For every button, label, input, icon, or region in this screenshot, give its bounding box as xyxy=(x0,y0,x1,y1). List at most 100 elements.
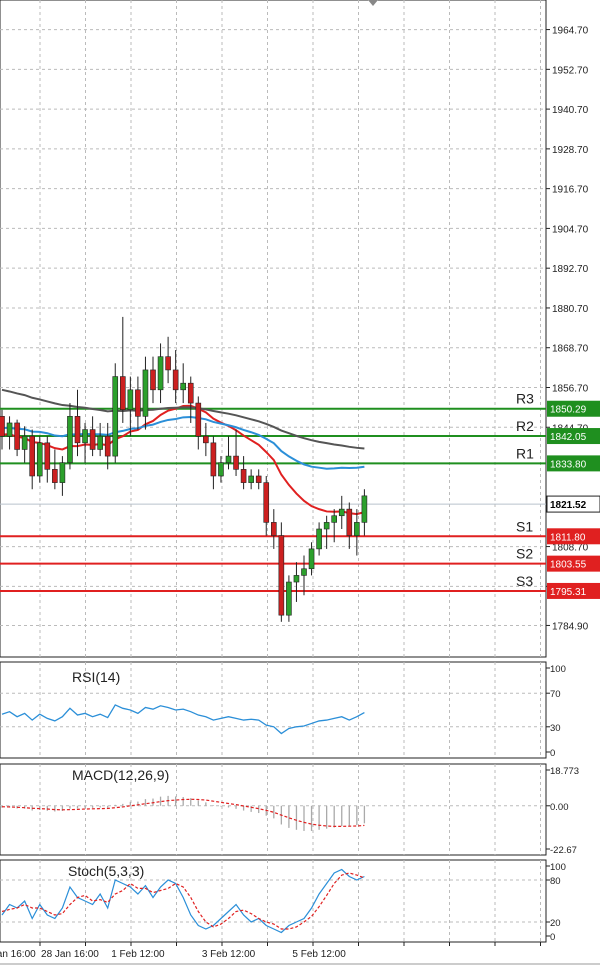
price-tick-label: 1916.70 xyxy=(552,185,589,196)
candle-body xyxy=(74,416,81,444)
macd-tick-label: 18.773 xyxy=(550,766,579,777)
level-price-label: 1833.80 xyxy=(550,459,587,470)
candle-body xyxy=(97,435,103,450)
current-price-label: 1821.52 xyxy=(550,500,587,511)
candle-body xyxy=(21,435,28,450)
rsi-tick-label: 100 xyxy=(550,664,566,675)
level-price-box xyxy=(547,400,600,417)
candle-body xyxy=(338,508,345,517)
price-panel-frame xyxy=(0,0,547,658)
time-label: 1 Feb 12:00 xyxy=(111,949,165,960)
candle-body xyxy=(293,575,300,583)
candle-body xyxy=(0,416,5,437)
candle-body xyxy=(323,522,330,530)
level-price-box xyxy=(547,582,600,599)
candle-body xyxy=(52,469,58,483)
level-price-box xyxy=(547,555,600,572)
candle-body xyxy=(59,462,66,483)
candle-body xyxy=(82,429,88,444)
candle-body xyxy=(278,535,285,616)
candle-body xyxy=(135,389,141,417)
level-tag-r2: R2 xyxy=(516,418,534,434)
time-label: 5 Jan 16:00 xyxy=(0,949,36,960)
candle-body xyxy=(104,435,111,457)
level-price-label: 1803.55 xyxy=(550,560,587,571)
price-tick-label: 1880.70 xyxy=(552,304,589,315)
price-tick-label: 1964.70 xyxy=(552,26,589,37)
level-price-box xyxy=(547,528,600,545)
candle-body xyxy=(180,382,186,391)
rsi-line xyxy=(1,704,365,735)
candle-body xyxy=(142,369,149,417)
candle-body xyxy=(286,581,292,616)
candle-body xyxy=(187,382,194,404)
stoch-d-line xyxy=(1,872,365,930)
price-tick-label: 1904.70 xyxy=(552,224,589,235)
stoch-tick-label: 20 xyxy=(550,918,561,929)
macd-signal-line xyxy=(1,798,365,827)
candle-body xyxy=(255,475,262,483)
stoch-label: Stoch(5,3,3) xyxy=(68,863,144,879)
candle-body xyxy=(203,435,209,444)
candle-body xyxy=(44,442,51,470)
time-label: 3 Feb 12:00 xyxy=(202,949,256,960)
macd-tick-label: -22.67 xyxy=(550,845,577,856)
candle-body xyxy=(36,442,43,477)
macd-tick-label: 0.00 xyxy=(550,802,569,813)
candle-body xyxy=(225,455,232,464)
price-tick-label: 1868.70 xyxy=(552,344,589,355)
price-tick-label: 1808.70 xyxy=(552,543,589,554)
candle-body xyxy=(308,548,315,570)
candle-body xyxy=(316,528,322,550)
moving-average-line xyxy=(2,415,365,470)
candle-body xyxy=(6,422,13,437)
level-price-label: 1842.05 xyxy=(550,432,587,443)
macd-label: MACD(12,26,9) xyxy=(72,767,169,783)
candle-body xyxy=(172,369,179,391)
stoch-tick-label: 100 xyxy=(550,862,566,873)
level-price-label: 1811.80 xyxy=(550,532,586,543)
price-tick-label: 1892.70 xyxy=(552,264,589,275)
level-price-label: 1850.29 xyxy=(550,405,587,416)
stoch-k-line xyxy=(1,868,365,934)
candle-body xyxy=(127,389,134,410)
candle-body xyxy=(112,376,119,457)
level-tag-r3: R3 xyxy=(516,391,534,407)
level-price-box xyxy=(547,428,600,445)
candle-body xyxy=(157,356,164,391)
candle-body xyxy=(218,462,224,477)
level-tag-s1: S1 xyxy=(516,518,533,534)
candle-body xyxy=(150,369,156,391)
moving-average-line xyxy=(1,404,365,516)
candle-body xyxy=(165,356,171,371)
time-label: 28 Jan 16:00 xyxy=(41,949,99,960)
candle-body xyxy=(263,482,270,523)
candle-body xyxy=(89,429,96,450)
candle-body xyxy=(67,416,73,464)
candle-body xyxy=(195,402,202,437)
price-tick-label: 1856.70 xyxy=(552,383,589,394)
candle-body xyxy=(301,568,307,576)
current-price-box xyxy=(546,495,600,513)
rsi-label: RSI(14) xyxy=(72,669,120,685)
candle-body xyxy=(354,522,360,536)
candle-body xyxy=(14,422,20,450)
chevron-down-icon xyxy=(368,0,378,6)
candle-body xyxy=(346,508,353,536)
stoch-tick-label: 0 xyxy=(550,932,555,943)
price-tick-label: 1952.70 xyxy=(552,65,589,76)
candle-body xyxy=(331,515,338,523)
rsi-panel-frame xyxy=(0,661,547,759)
candle-body xyxy=(210,442,217,477)
moving-average-line xyxy=(1,388,365,450)
price-tick-label: 1940.70 xyxy=(552,105,589,116)
rsi-tick-label: 30 xyxy=(550,723,561,734)
price-tick-label: 1928.70 xyxy=(552,145,589,156)
candle-body xyxy=(120,376,126,410)
level-tag-s3: S3 xyxy=(516,573,533,589)
candle-body xyxy=(248,475,254,483)
candle-body xyxy=(233,455,239,470)
candle-body xyxy=(240,469,247,483)
candle-body xyxy=(29,435,36,477)
